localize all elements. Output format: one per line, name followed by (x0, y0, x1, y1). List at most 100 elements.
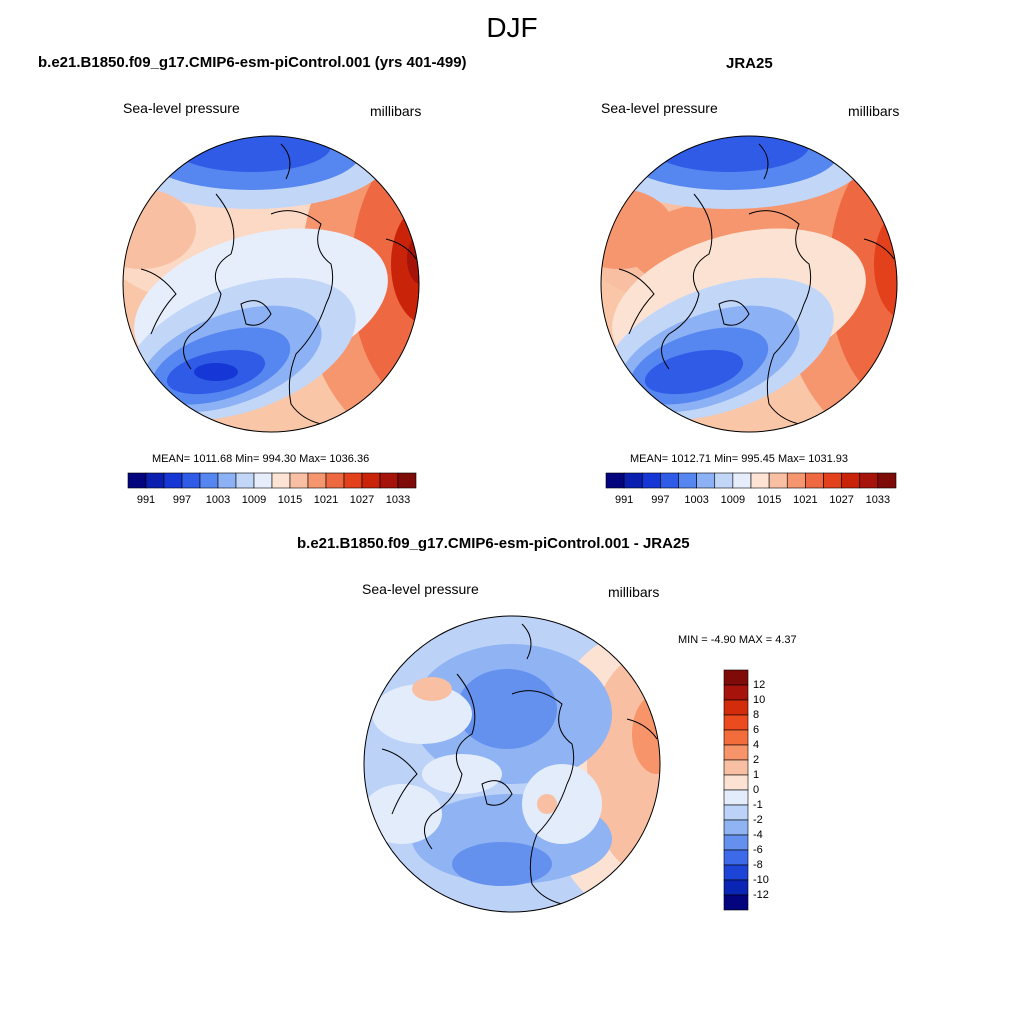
obs-slp-map (600, 135, 898, 433)
colorbar-tick-label: 1009 (720, 494, 746, 506)
colorbar-swatch (271, 472, 291, 489)
colorbar-swatch (605, 472, 625, 489)
colorbar-tick-label: -10 (753, 874, 769, 886)
model-panel-title: b.e21.B1850.f09_g17.CMIP6-esm-piControl.… (38, 54, 467, 71)
colorbar-tick-label: -8 (753, 859, 763, 871)
model-units-label: millibars (370, 103, 422, 119)
colorbar-tick-label: 1021 (313, 494, 339, 506)
colorbar-tick-label: 1003 (684, 494, 709, 506)
obs-stats: MEAN= 1012.71 Min= 995.45 Max= 1031.93 (630, 453, 849, 465)
colorbar-swatch (750, 472, 770, 489)
colorbar-tick-label: 1015 (277, 494, 303, 506)
colorbar-tick-label: 1 (753, 769, 760, 781)
colorbar-tick-label: 991 (136, 494, 156, 506)
colorbar-swatch (307, 472, 327, 489)
colorbar-tick-label: 6 (753, 724, 760, 736)
colorbar-tick-label: 10 (753, 694, 766, 706)
colorbar-swatch (805, 472, 824, 489)
colorbar-swatch (397, 472, 417, 489)
colorbar-swatch (235, 472, 255, 489)
diff-colorbar (723, 669, 749, 911)
colorbar-tick-label: -4 (753, 829, 763, 841)
colorbar-tick-label: 1021 (793, 494, 818, 506)
colorbar-tick-label: -6 (753, 844, 763, 856)
colorbar-swatch (723, 759, 749, 776)
colorbar-swatch (877, 472, 897, 489)
colorbar-swatch (253, 472, 273, 489)
colorbar-swatch (289, 472, 309, 489)
colorbar-swatch (723, 714, 749, 731)
colorbar-swatch (199, 472, 219, 489)
colorbar-tick-label: -1 (753, 799, 763, 811)
obs-units-label: millibars (848, 103, 900, 119)
model-stats: MEAN= 1011.68 Min= 994.30 Max= 1036.36 (152, 453, 370, 465)
colorbar-tick-label: 0 (753, 784, 760, 796)
colorbar-tick-label: 1003 (205, 494, 231, 506)
colorbar-tick-label: 8 (753, 709, 760, 721)
colorbar-swatch (127, 472, 147, 489)
diff-variable-label: Sea-level pressure (362, 581, 479, 597)
colorbar-swatch (723, 894, 749, 911)
colorbar-swatch (723, 879, 749, 896)
model-variable-label: Sea-level pressure (123, 100, 240, 116)
colorbar-swatch (145, 472, 165, 489)
colorbar-swatch (723, 684, 749, 701)
obs-panel-title: JRA25 (726, 55, 773, 72)
diff-colorbar-labels: 12 10 8 6 4 2 1 0 -1 -2 -4 -6 -8 -10 -12 (753, 670, 793, 910)
colorbar-swatch (361, 472, 381, 489)
colorbar-tick-label: 1009 (241, 494, 267, 506)
obs-colorbar-labels: 991 997 1003 1009 1015 1021 1027 1033 (606, 494, 896, 508)
diff-panel-title: b.e21.B1850.f09_g17.CMIP6-esm-piControl.… (297, 535, 690, 552)
colorbar-tick-label: 1015 (756, 494, 782, 506)
colorbar-tick-label: 1033 (865, 494, 891, 506)
figure-title: DJF (486, 12, 538, 43)
obs-colorbar (605, 472, 897, 489)
obs-variable-label: Sea-level pressure (601, 100, 718, 116)
colorbar-swatch (859, 472, 879, 489)
colorbar-tick-label: 1027 (829, 494, 854, 506)
colorbar-tick-label: 2 (753, 754, 760, 766)
diff-slp-map (363, 615, 661, 913)
colorbar-swatch (217, 472, 237, 489)
colorbar-swatch (641, 472, 661, 489)
colorbar-tick-label: 1027 (349, 494, 375, 506)
colorbar-swatch (723, 834, 749, 851)
diff-stats: MIN = -4.90 MAX = 4.37 (678, 634, 797, 646)
colorbar-swatch (723, 849, 749, 866)
colorbar-swatch (723, 804, 749, 821)
colorbar-swatch (732, 472, 752, 489)
colorbar-swatch (723, 774, 749, 791)
colorbar-tick-label: -12 (753, 889, 769, 901)
colorbar-swatch (723, 864, 749, 881)
colorbar-swatch (325, 472, 345, 489)
model-slp-map (122, 135, 420, 433)
colorbar-swatch (714, 472, 734, 489)
colorbar-tick-label: 991 (614, 494, 634, 506)
diff-units-label: millibars (608, 584, 660, 600)
colorbar-swatch (163, 472, 183, 489)
colorbar-swatch (343, 472, 363, 489)
colorbar-swatch (723, 744, 749, 761)
colorbar-swatch (723, 699, 749, 716)
colorbar-tick-label: 1033 (385, 494, 411, 506)
colorbar-swatch (723, 819, 749, 836)
colorbar-swatch (841, 472, 861, 489)
colorbar-swatch (823, 472, 842, 489)
colorbar-tick-label: 4 (753, 739, 760, 751)
colorbar-swatch (660, 472, 679, 489)
colorbar-swatch (768, 472, 788, 489)
colorbar-swatch (623, 472, 643, 489)
colorbar-tick-label: 997 (172, 494, 192, 506)
colorbar-swatch (181, 472, 201, 489)
colorbar-swatch (696, 472, 716, 489)
model-colorbar (127, 472, 417, 489)
colorbar-swatch (678, 472, 697, 489)
colorbar-swatch (723, 789, 749, 806)
colorbar-swatch (379, 472, 399, 489)
model-colorbar-labels: 991 997 1003 1009 1015 1021 1027 1033 (128, 494, 416, 508)
colorbar-swatch (723, 669, 749, 686)
colorbar-tick-label: 997 (651, 494, 670, 506)
colorbar-tick-label: -2 (753, 814, 763, 826)
colorbar-swatch (723, 729, 749, 746)
colorbar-tick-label: 12 (753, 679, 766, 691)
